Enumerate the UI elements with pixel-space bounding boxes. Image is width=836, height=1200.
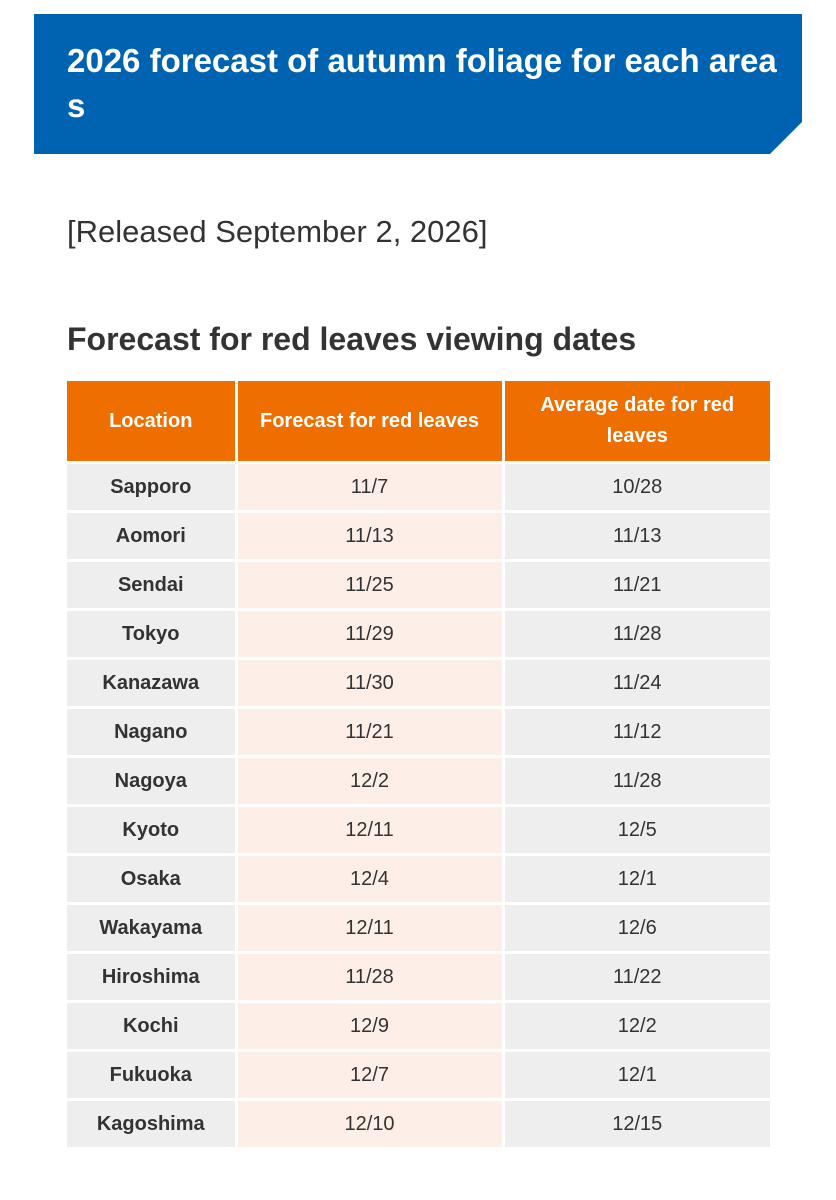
average-date-cell: 12/2 bbox=[503, 1000, 770, 1051]
forecast-table: Location Forecast for red leaves Average… bbox=[67, 381, 770, 1147]
table-row: Kanazawa 11/30 11/24 bbox=[67, 657, 770, 708]
forecast-date-cell: 11/13 bbox=[236, 510, 505, 561]
location-cell: Nagoya bbox=[67, 755, 238, 806]
section-title: Forecast for red leaves viewing dates bbox=[67, 321, 637, 357]
location-cell: Osaka bbox=[67, 853, 238, 904]
location-cell: Fukuoka bbox=[67, 1049, 238, 1100]
table-row: Sendai 11/25 11/21 bbox=[67, 559, 770, 610]
table-row: Nagano 11/21 11/12 bbox=[67, 706, 770, 757]
forecast-date-cell: 11/25 bbox=[236, 559, 505, 610]
forecast-date-cell: 12/7 bbox=[236, 1049, 505, 1100]
average-date-cell: 11/28 bbox=[503, 608, 770, 659]
forecast-date-cell: 12/9 bbox=[236, 1000, 505, 1051]
location-cell: Sapporo bbox=[67, 461, 238, 512]
forecast-date-cell: 12/11 bbox=[236, 902, 505, 953]
table-body: Sapporo 11/7 10/28 Aomori 11/13 11/13 Sendai 11… bbox=[67, 461, 770, 1147]
forecast-date-cell: 11/28 bbox=[236, 951, 505, 1002]
average-date-cell: 10/28 bbox=[503, 461, 770, 512]
table-row: Wakayama 12/11 12/6 bbox=[67, 902, 770, 953]
forecast-date-cell: 11/21 bbox=[236, 706, 505, 757]
average-date-cell: 12/6 bbox=[503, 902, 770, 953]
table-row: Kochi 12/9 12/2 bbox=[67, 1000, 770, 1051]
location-cell: Kochi bbox=[67, 1000, 238, 1051]
average-date-cell: 11/21 bbox=[503, 559, 770, 610]
table-row: Fukuoka 12/7 12/1 bbox=[67, 1049, 770, 1100]
average-date-cell: 12/15 bbox=[503, 1098, 770, 1147]
average-date-cell: 12/1 bbox=[503, 853, 770, 904]
release-date-note: [Released September 2, 2026] bbox=[67, 214, 488, 249]
table-row: Tokyo 11/29 11/28 bbox=[67, 608, 770, 659]
table-row: Kagoshima 12/10 12/15 bbox=[67, 1098, 770, 1147]
forecast-date-cell: 12/4 bbox=[236, 853, 505, 904]
table-row: Kyoto 12/11 12/5 bbox=[67, 804, 770, 855]
page-header-banner: 2026 forecast of autumn foliage for each… bbox=[34, 14, 802, 154]
location-cell: Wakayama bbox=[67, 902, 238, 953]
average-date-cell: 11/22 bbox=[503, 951, 770, 1002]
location-cell: Sendai bbox=[67, 559, 238, 610]
forecast-date-cell: 11/29 bbox=[236, 608, 505, 659]
average-date-cell: 11/13 bbox=[503, 510, 770, 561]
location-cell: Tokyo bbox=[67, 608, 238, 659]
location-cell: Aomori bbox=[67, 510, 238, 561]
location-cell: Kanazawa bbox=[67, 657, 238, 708]
table-row: Osaka 12/4 12/1 bbox=[67, 853, 770, 904]
location-cell: Nagano bbox=[67, 706, 238, 757]
forecast-date-cell: 11/7 bbox=[236, 461, 505, 512]
average-date-cell: 11/24 bbox=[503, 657, 770, 708]
header-average: Average date for red leaves bbox=[503, 381, 770, 463]
location-cell: Kagoshima bbox=[67, 1098, 238, 1147]
forecast-date-cell: 12/10 bbox=[236, 1098, 505, 1147]
forecast-date-cell: 12/11 bbox=[236, 804, 505, 855]
average-date-cell: 11/12 bbox=[503, 706, 770, 757]
header-location: Location bbox=[67, 381, 238, 463]
location-cell: Kyoto bbox=[67, 804, 238, 855]
forecast-date-cell: 12/2 bbox=[236, 755, 505, 806]
table-row: Nagoya 12/2 11/28 bbox=[67, 755, 770, 806]
average-date-cell: 11/28 bbox=[503, 755, 770, 806]
table-row: Hiroshima 11/28 11/22 bbox=[67, 951, 770, 1002]
table-header-row: Location Forecast for red leaves Average… bbox=[67, 381, 770, 463]
table-row: Sapporo 11/7 10/28 bbox=[67, 461, 770, 512]
average-date-cell: 12/1 bbox=[503, 1049, 770, 1100]
location-cell: Hiroshima bbox=[67, 951, 238, 1002]
average-date-cell: 12/5 bbox=[503, 804, 770, 855]
forecast-date-cell: 11/30 bbox=[236, 657, 505, 708]
header-forecast: Forecast for red leaves bbox=[236, 381, 505, 463]
page-title: 2026 forecast of autumn foliage for each… bbox=[67, 42, 777, 124]
table-row: Aomori 11/13 11/13 bbox=[67, 510, 770, 561]
